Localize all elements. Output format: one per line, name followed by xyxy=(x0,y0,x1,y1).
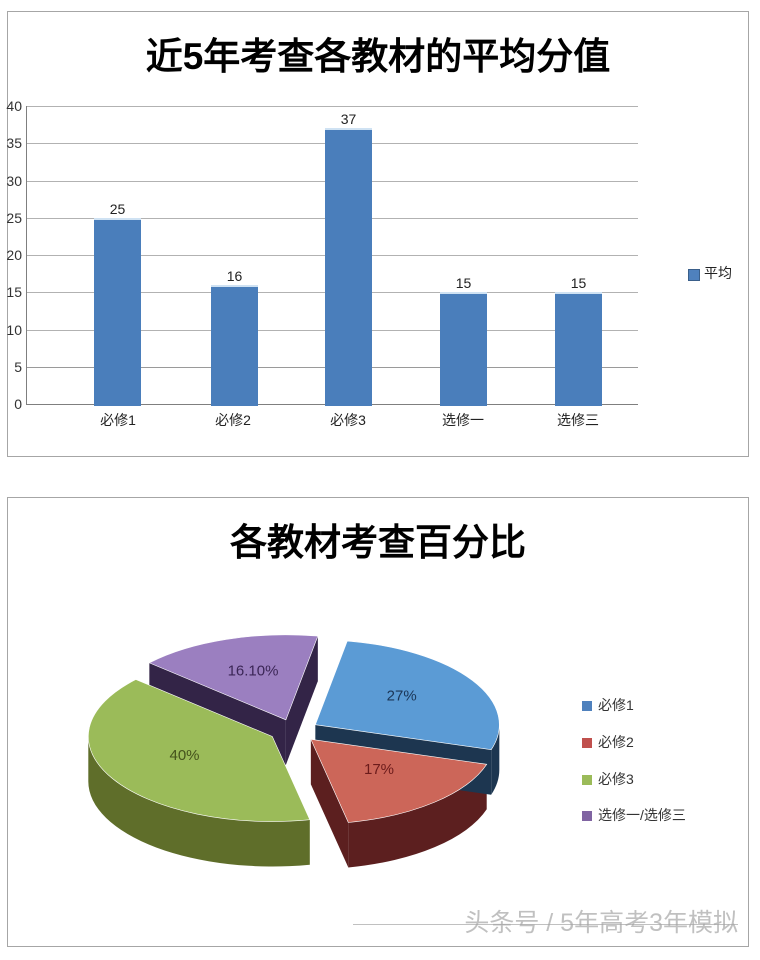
svg-text:27%: 27% xyxy=(387,687,417,704)
svg-text:16.10%: 16.10% xyxy=(228,663,279,680)
svg-text:40%: 40% xyxy=(169,747,199,764)
svg-text:17%: 17% xyxy=(364,761,394,778)
